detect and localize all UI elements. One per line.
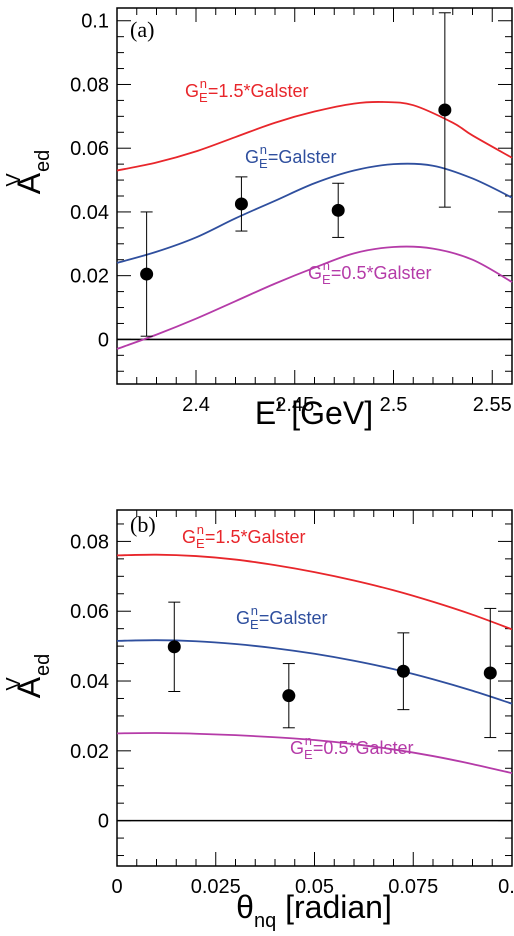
- series-label-1: GEn=Galster: [245, 142, 336, 171]
- label-rest: =0.5*Galster: [331, 263, 432, 283]
- y-title-sup: V: [3, 677, 25, 691]
- label-base: G: [245, 147, 259, 167]
- x-tick-label: 2.5: [380, 394, 408, 416]
- label-rest: =1.5*Galster: [208, 81, 309, 101]
- series-line-2: [116, 245, 513, 350]
- label-base: G: [182, 527, 196, 547]
- label-rest: =Galster: [268, 147, 337, 167]
- series-line-1: [116, 162, 513, 264]
- label-base: G: [185, 81, 199, 101]
- y-axis-title: Aed V: [3, 150, 54, 195]
- series-line-0: [116, 101, 513, 172]
- label-base: G: [308, 263, 322, 283]
- series-line-2: [116, 732, 513, 775]
- label-sup: n: [323, 258, 330, 273]
- series-label-2: GEn=0.5*Galster: [290, 733, 413, 762]
- data-point: [438, 103, 452, 117]
- label-base: G: [290, 738, 304, 758]
- x-tick-label: 2.45: [275, 394, 314, 416]
- label-sub: E: [304, 747, 313, 762]
- label-sub: E: [259, 156, 268, 171]
- x-tick-label: 0.05: [295, 876, 334, 898]
- label-sub: E: [322, 272, 331, 287]
- series-line-1: [116, 639, 513, 705]
- y-title-sup: V: [3, 173, 25, 187]
- panel-letter: (b): [130, 512, 156, 537]
- data-point: [331, 203, 345, 217]
- y-tick-label: 0.04: [70, 202, 109, 224]
- y-axis-title: Aed V: [3, 654, 54, 699]
- y-title-sub: ed: [32, 654, 54, 676]
- y-tick-label: 0.1: [81, 11, 109, 33]
- y-title-base: A: [11, 676, 47, 698]
- data-point: [140, 267, 154, 281]
- data-point: [167, 640, 181, 654]
- y-tick-label: 0.04: [70, 671, 109, 693]
- x-tick-label: 0.1: [498, 876, 514, 898]
- x-tick-label: 0.025: [191, 876, 241, 898]
- series-label-2: GEn=0.5*Galster: [308, 258, 431, 287]
- panel-letter: (a): [130, 17, 154, 42]
- label-rest: =0.5*Galster: [313, 738, 414, 758]
- series-label-1: GEn=Galster: [236, 603, 327, 632]
- label-rest: =1.5*Galster: [205, 527, 306, 547]
- label-sub: E: [250, 617, 259, 632]
- y-tick-label: 0: [98, 329, 109, 351]
- y-tick-label: 0.02: [70, 741, 109, 763]
- label-sup: n: [251, 603, 258, 618]
- y-tick-label: 0.08: [70, 74, 109, 96]
- y-tick-label: 0.02: [70, 266, 109, 288]
- panel-a: 2.4 2.45 2.5 2.5500.020.040.060.080.1GEn=1.…: [3, 7, 513, 431]
- plot-frame: [116, 509, 513, 867]
- y-tick-label: 0.06: [70, 601, 109, 623]
- label-sup: n: [260, 142, 267, 157]
- label-rest: =Galster: [259, 608, 328, 628]
- data-point: [234, 197, 248, 211]
- series-label-0: GEn=1.5*Galster: [185, 76, 308, 105]
- series-line-0: [116, 553, 513, 631]
- label-sup: n: [197, 522, 204, 537]
- x-tick-label: 0.075: [388, 876, 438, 898]
- x-axis-title: E' [GeV]: [255, 395, 373, 431]
- label-base: G: [236, 608, 250, 628]
- series-label-0: GEn=1.5*Galster: [182, 522, 305, 551]
- data-point: [282, 689, 296, 703]
- y-tick-label: 0.08: [70, 531, 109, 553]
- y-title-sub: ed: [32, 150, 54, 172]
- panel-b: 00.0250.050.0750.100.020.040.060.08GEn=1…: [3, 509, 514, 932]
- label-sup: n: [200, 76, 207, 91]
- x-axis-title: θnq [radian]: [236, 889, 392, 932]
- x-tick-label: 2.4: [182, 394, 210, 416]
- x-tick-label: 2.55: [473, 394, 512, 416]
- y-tick-label: 0: [98, 811, 109, 833]
- y-tick-label: 0.06: [70, 138, 109, 160]
- x-title-sub: nq: [254, 910, 276, 932]
- label-sub: E: [199, 90, 208, 105]
- y-title-text: Aed V: [3, 150, 54, 195]
- x-tick-label: 0: [111, 876, 122, 898]
- data-point: [483, 666, 497, 680]
- x-title-rest: [radian]: [276, 889, 392, 925]
- data-point: [396, 664, 410, 678]
- x-title-base: θ: [236, 889, 254, 925]
- label-sub: E: [196, 536, 205, 551]
- label-sup: n: [305, 733, 312, 748]
- y-title-base: A: [11, 172, 47, 194]
- y-title-text: Aed V: [3, 654, 54, 699]
